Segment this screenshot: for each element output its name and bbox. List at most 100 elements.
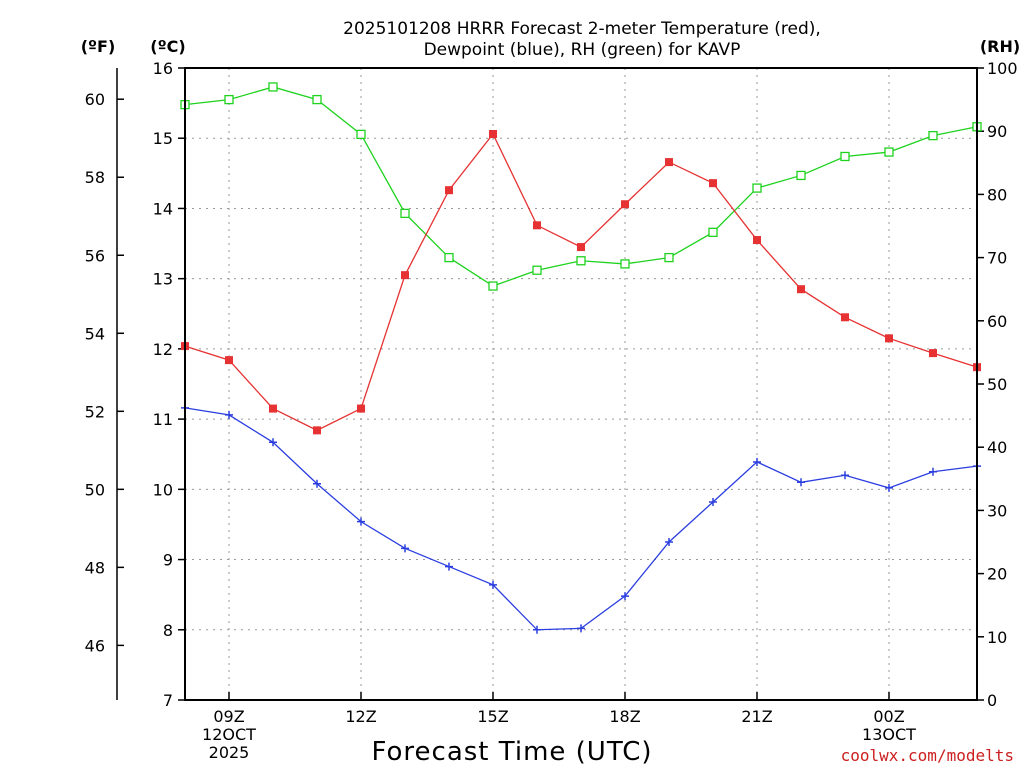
- dewpoint-point: [357, 517, 365, 526]
- dewpoint-point: [797, 478, 805, 487]
- fahrenheit-axis: 46 48 50 52 54 56 58 60: [85, 68, 124, 700]
- dewpoint-line: [184, 407, 978, 631]
- temperature-point: [577, 243, 585, 252]
- series-group: [180, 82, 982, 634]
- rh-point: [268, 82, 278, 92]
- temperature-point: [885, 334, 893, 343]
- credit-label: coolwx.com/modelts: [841, 746, 1014, 765]
- temperature-point: [401, 271, 409, 280]
- celsius-tick-label: 7: [163, 691, 173, 710]
- dewpoint-point: [533, 625, 541, 634]
- rh-tick-label: 10: [987, 628, 1007, 647]
- rh-point: [400, 208, 410, 219]
- temperature-point: [225, 356, 233, 365]
- celsius-tick-label: 15: [153, 129, 173, 148]
- rh-point: [488, 281, 498, 291]
- rh-point: [752, 183, 762, 193]
- fahrenheit-tick-label: 54: [85, 324, 105, 343]
- x-tick-label: 09Z: [213, 707, 244, 726]
- rh-point: [840, 151, 850, 162]
- dewpoint-point: [269, 438, 277, 447]
- temperature-point: [665, 158, 673, 167]
- rh-tick-label: 70: [987, 249, 1007, 268]
- dewpoint-point: [577, 624, 585, 633]
- temperature-point: [357, 404, 365, 413]
- plot-frame: [184, 67, 978, 701]
- temperature-point: [797, 285, 805, 294]
- celsius-tick-label: 16: [153, 59, 173, 78]
- x-tick-label: 2025: [209, 743, 250, 762]
- rh-tick-label: 30: [987, 501, 1007, 520]
- dewpoint-point: [401, 544, 409, 553]
- dewpoint-point: [665, 538, 673, 546]
- rh-point: [444, 252, 454, 263]
- rh-point: [884, 147, 894, 157]
- rh-tick-label: 20: [987, 565, 1007, 584]
- chart-title-line1: 2025101208 HRRR Forecast 2-meter Tempera…: [343, 19, 821, 39]
- rh-tick-label: 100: [987, 59, 1018, 78]
- temperature-point: [621, 200, 629, 209]
- fahrenheit-tick-label: 48: [85, 558, 105, 577]
- x-tick-label: 21Z: [741, 707, 772, 726]
- rh-point: [224, 94, 234, 105]
- rh-point: [356, 129, 366, 140]
- celsius-axis: 7 8 9 10 11 12 13 14 15 16: [153, 59, 185, 710]
- temperature-point: [269, 404, 277, 413]
- rh-point: [928, 130, 938, 141]
- temperature-point: [445, 186, 453, 195]
- temperature-point: [709, 179, 717, 188]
- celsius-tick-label: 14: [153, 199, 173, 218]
- fahrenheit-tick-label: 56: [85, 246, 105, 265]
- dewpoint-point: [753, 457, 761, 466]
- fahrenheit-tick-label: 60: [85, 90, 105, 109]
- temperature-point: [929, 349, 937, 358]
- x-tick-label: 18Z: [609, 707, 640, 726]
- rh-unit-label: (RH): [980, 37, 1020, 56]
- x-axis-title: Forecast Time (UTC): [371, 737, 652, 767]
- fahrenheit-tick-label: 58: [85, 168, 105, 187]
- rh-point: [708, 227, 718, 237]
- celsius-tick-label: 8: [163, 621, 173, 640]
- x-tick-label: 12OCT: [202, 725, 256, 744]
- dewpoint-point: [841, 471, 849, 480]
- temperature-point: [313, 426, 321, 435]
- series-layer: [180, 82, 982, 634]
- rh-tick-label: 50: [987, 375, 1007, 394]
- celsius-unit-label: (ºC): [150, 37, 185, 56]
- rh-tick-label: 80: [987, 185, 1007, 204]
- x-tick-label: 13OCT: [862, 725, 916, 744]
- x-tick-label: 00Z: [873, 707, 904, 726]
- rh-point: [664, 252, 674, 263]
- celsius-tick-label: 10: [153, 480, 173, 499]
- celsius-tick-label: 12: [153, 340, 173, 359]
- fahrenheit-tick-label: 50: [85, 480, 105, 499]
- rh-tick-label: 40: [987, 438, 1007, 457]
- temperature-point: [489, 130, 497, 139]
- rh-point: [532, 265, 542, 275]
- dewpoint-point: [709, 497, 717, 506]
- rh-point: [620, 259, 630, 269]
- rh-axis: 0 10 20 30 40 50 60 70 80 90 100: [977, 59, 1018, 710]
- dewpoint-point: [929, 467, 937, 476]
- celsius-tick-label: 13: [153, 270, 173, 289]
- x-tick-label: 12Z: [345, 707, 376, 726]
- rh-point: [312, 94, 322, 105]
- dewpoint-point: [489, 580, 497, 589]
- chart-title-line2: Dewpoint (blue), RH (green) for KAVP: [424, 40, 741, 60]
- dewpoint-point: [225, 410, 233, 419]
- rh-point: [576, 256, 586, 266]
- dewpoint-point: [313, 479, 321, 488]
- fahrenheit-tick-label: 52: [85, 402, 105, 421]
- celsius-tick-label: 11: [153, 410, 173, 429]
- fahrenheit-tick-label: 46: [85, 636, 105, 655]
- dewpoint-point: [621, 592, 629, 601]
- rh-tick-label: 60: [987, 312, 1007, 331]
- rh-tick-label: 90: [987, 122, 1007, 141]
- temperature-point: [841, 313, 849, 322]
- x-tick-label: 15Z: [477, 707, 508, 726]
- celsius-tick-label: 9: [163, 551, 173, 570]
- grid-lines: [185, 68, 977, 700]
- temperature-point: [753, 236, 761, 245]
